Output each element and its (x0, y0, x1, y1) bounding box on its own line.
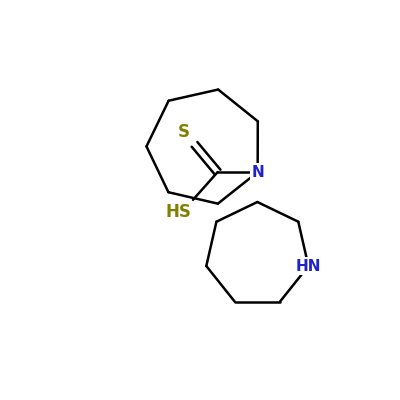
Text: S: S (178, 123, 190, 141)
Text: N: N (251, 164, 264, 180)
Text: HN: HN (296, 258, 321, 274)
Text: HS: HS (166, 203, 192, 221)
